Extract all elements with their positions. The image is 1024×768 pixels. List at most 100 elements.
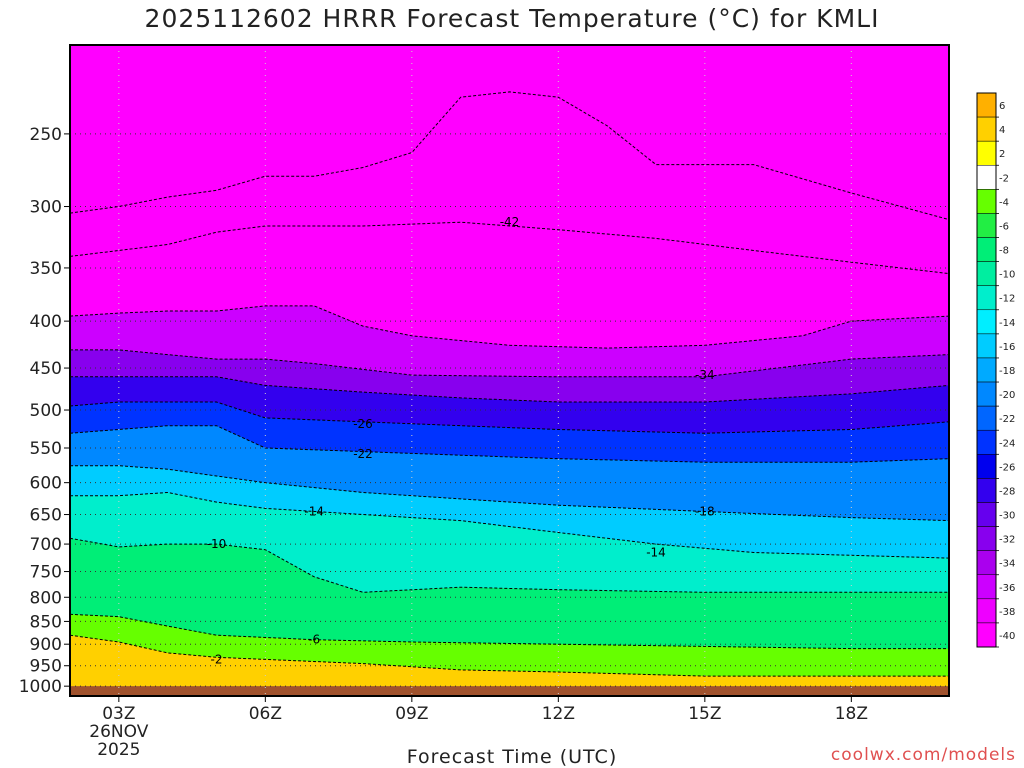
isotherm-label-7: -10 xyxy=(207,537,227,551)
y-tick-label-350: 350 xyxy=(30,259,62,279)
isotherm--22 xyxy=(70,425,949,463)
credit-text: coolwx.com/models xyxy=(830,745,1016,765)
isotherm--2 xyxy=(70,634,949,677)
colorbar-label-0: 6 xyxy=(999,101,1005,112)
colorbar-swatch-20 xyxy=(976,574,997,600)
isotherm-lines xyxy=(70,91,949,677)
colorbar-swatch-11 xyxy=(976,357,997,383)
x-tick-label-15Z: 15Z xyxy=(688,704,721,724)
colorbar-swatch-4 xyxy=(976,189,997,214)
x-tick-label-12Z: 12Z xyxy=(542,704,575,724)
x-tick-label-18Z: 18Z xyxy=(835,704,868,724)
isotherm--26 xyxy=(70,401,949,434)
colorbar-swatch-6 xyxy=(976,237,997,262)
y-tick-label-550: 550 xyxy=(30,439,62,459)
y-tick-label-500: 500 xyxy=(30,401,62,421)
colorbar-swatch-9 xyxy=(976,309,997,335)
colorbar-swatch-12 xyxy=(976,381,997,407)
colorbar-label-3: -2 xyxy=(999,173,1009,184)
colorbar-frame xyxy=(976,92,997,648)
colorbar-label-8: -12 xyxy=(999,294,1015,305)
colorbar-swatch-8 xyxy=(976,285,997,311)
colorbar-swatch-13 xyxy=(976,405,997,431)
y-tick-label-1000: 1000 xyxy=(19,677,62,697)
y-tick-label-750: 750 xyxy=(30,563,62,583)
isotherm--38 xyxy=(70,305,949,349)
x-tick-label-06Z: 06Z xyxy=(249,704,282,724)
colorbar-swatch-19 xyxy=(976,550,997,575)
colorbar-label-10: -16 xyxy=(999,342,1015,353)
colorbar-label-21: -38 xyxy=(999,607,1015,618)
y-tick-label-650: 650 xyxy=(30,506,62,526)
y-tick-label-800: 800 xyxy=(30,588,62,608)
colorbar-swatch-21 xyxy=(976,598,997,624)
colorbar-label-4: -4 xyxy=(999,197,1009,208)
isotherm-labels: -42 -34 -26 -22 -18 -14 -14 -10 -6 -2 xyxy=(207,215,715,666)
x-tick-sublabel-1: 2025 xyxy=(97,740,140,760)
isotherm--30 xyxy=(70,376,949,403)
colorbar-label-2: 2 xyxy=(999,149,1005,160)
colorbar: 6 4 2 -2 -4 -6 -8 -10 -12 -14 -16 -18 -20 -22 -24 -26 -2… xyxy=(976,92,1015,648)
isotherm-label-3: -22 xyxy=(353,447,373,461)
isotherm-label-5: -14 xyxy=(304,504,324,518)
colorbar-label-22: -40 xyxy=(999,631,1015,642)
colorbar-swatch-10 xyxy=(976,333,997,359)
isotherm-label-1: -34 xyxy=(695,368,715,382)
isotherm-label-4: -18 xyxy=(695,504,715,518)
x-axis-label: Forecast Time (UTC) xyxy=(406,746,618,768)
plot-frame xyxy=(69,44,950,697)
y-tick-label-450: 450 xyxy=(30,359,62,379)
colorbar-label-9: -14 xyxy=(999,318,1015,329)
colorbar-swatch-14 xyxy=(976,429,997,455)
y-tick-label-700: 700 xyxy=(30,535,62,555)
colorbar-swatch-17 xyxy=(976,502,997,527)
y-axis: 250 300 350 400 450 500 550 600 650 700 750 800 850 9… xyxy=(19,125,70,697)
colorbar-label-14: -24 xyxy=(999,438,1015,449)
colorbar-label-6: -8 xyxy=(999,246,1009,257)
x-tick-sublabel-0: 26NOV xyxy=(89,722,148,742)
colorbar-label-16: -28 xyxy=(999,486,1015,497)
colorbar-swatch-15 xyxy=(976,454,997,479)
isotherm-label-9: -2 xyxy=(211,652,223,666)
colorbar-swatch-3 xyxy=(976,165,997,190)
temperature-bands xyxy=(70,45,949,696)
isotherm--6 xyxy=(70,613,949,650)
isotherm--10 xyxy=(70,537,949,593)
colorbar-swatch-0 xyxy=(976,92,997,118)
colorbar-label-19: -34 xyxy=(999,559,1015,570)
colorbar-swatch-5 xyxy=(976,213,997,238)
colorbar-label-18: -32 xyxy=(999,535,1015,546)
ground-layer xyxy=(70,686,949,696)
y-tick-label-900: 900 xyxy=(30,635,62,655)
y-tick-label-250: 250 xyxy=(30,125,62,145)
colorbar-swatch-1 xyxy=(976,116,997,142)
y-tick-label-950: 950 xyxy=(30,657,62,677)
colorbar-swatch-7 xyxy=(976,261,997,286)
y-tick-label-600: 600 xyxy=(30,474,62,494)
colorbar-label-1: 4 xyxy=(999,125,1005,136)
isotherm--34 xyxy=(70,349,949,378)
colorbar-label-7: -10 xyxy=(999,270,1015,281)
isotherm--18 xyxy=(70,465,949,522)
colorbar-label-11: -18 xyxy=(999,366,1015,377)
ground-fill xyxy=(70,686,949,696)
colorbar-label-15: -26 xyxy=(999,462,1015,473)
colorbar-swatch-2 xyxy=(976,140,997,166)
isotherm--46 xyxy=(70,91,949,221)
y-tick-label-300: 300 xyxy=(30,198,62,218)
grid-lines xyxy=(70,45,949,696)
isotherm-label-0: -42 xyxy=(500,215,520,229)
colorbar-swatch-18 xyxy=(976,526,997,551)
colorbar-label-17: -30 xyxy=(999,511,1015,522)
isotherm-label-6: -14 xyxy=(646,546,666,560)
colorbar-swatch-22 xyxy=(976,622,997,648)
isotherm--42 xyxy=(70,221,949,275)
x-tick-label-09Z: 09Z xyxy=(395,704,428,724)
x-tick-label-03Z: 03Z xyxy=(102,704,135,724)
colorbar-label-5: -6 xyxy=(999,221,1009,232)
colorbar-label-12: -20 xyxy=(999,390,1015,401)
y-tick-label-850: 850 xyxy=(30,612,62,632)
colorbar-swatch-16 xyxy=(976,478,997,503)
